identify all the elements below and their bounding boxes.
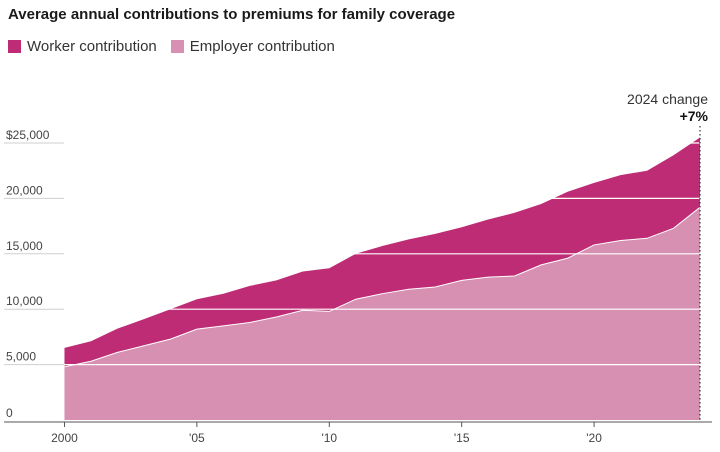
legend-item-employer: Employer contribution	[170, 38, 335, 55]
y-tick-label-25000: $25,000	[6, 128, 50, 142]
legend-label-employer: Employer contribution	[189, 38, 335, 55]
x-tick-label-2005: '05	[189, 431, 205, 445]
x-tick-label-2010: '10	[321, 431, 337, 445]
y-tick-label-10000: 10,000	[6, 294, 43, 308]
annotation-value: +7%	[680, 108, 709, 124]
annotation-label: 2024 change	[627, 91, 708, 107]
gridlines	[4, 142, 712, 423]
employer-area	[64, 207, 701, 420]
legend-swatch-worker	[8, 40, 21, 53]
annotation: 2024 change +7%	[627, 91, 709, 422]
y-tick-label-15000: 15,000	[6, 239, 43, 253]
legend-label-worker: Worker contribution	[27, 38, 157, 55]
chart-title: Average annual contributions to premiums…	[8, 6, 456, 23]
x-tick-label-2020: '20	[586, 431, 602, 445]
x-tick-label-2000: 2000	[51, 431, 78, 445]
x-axis: 2000 '05 '10 '15 '20	[51, 422, 602, 445]
y-tick-label-20000: 20,000	[6, 183, 43, 197]
chart-areas	[64, 137, 701, 420]
y-axis: 0 5,000 10,000 15,000 20,000 $25,000	[6, 128, 50, 420]
legend: Worker contribution Employer contributio…	[8, 38, 349, 55]
y-tick-label-5000: 5,000	[6, 350, 36, 364]
legend-swatch-employer	[170, 40, 184, 53]
y-tick-label-0: 0	[6, 406, 13, 420]
employer-boundary-line	[64, 206, 701, 368]
x-tick-label-2015: '15	[454, 431, 470, 445]
legend-item-worker: Worker contribution	[8, 38, 157, 55]
